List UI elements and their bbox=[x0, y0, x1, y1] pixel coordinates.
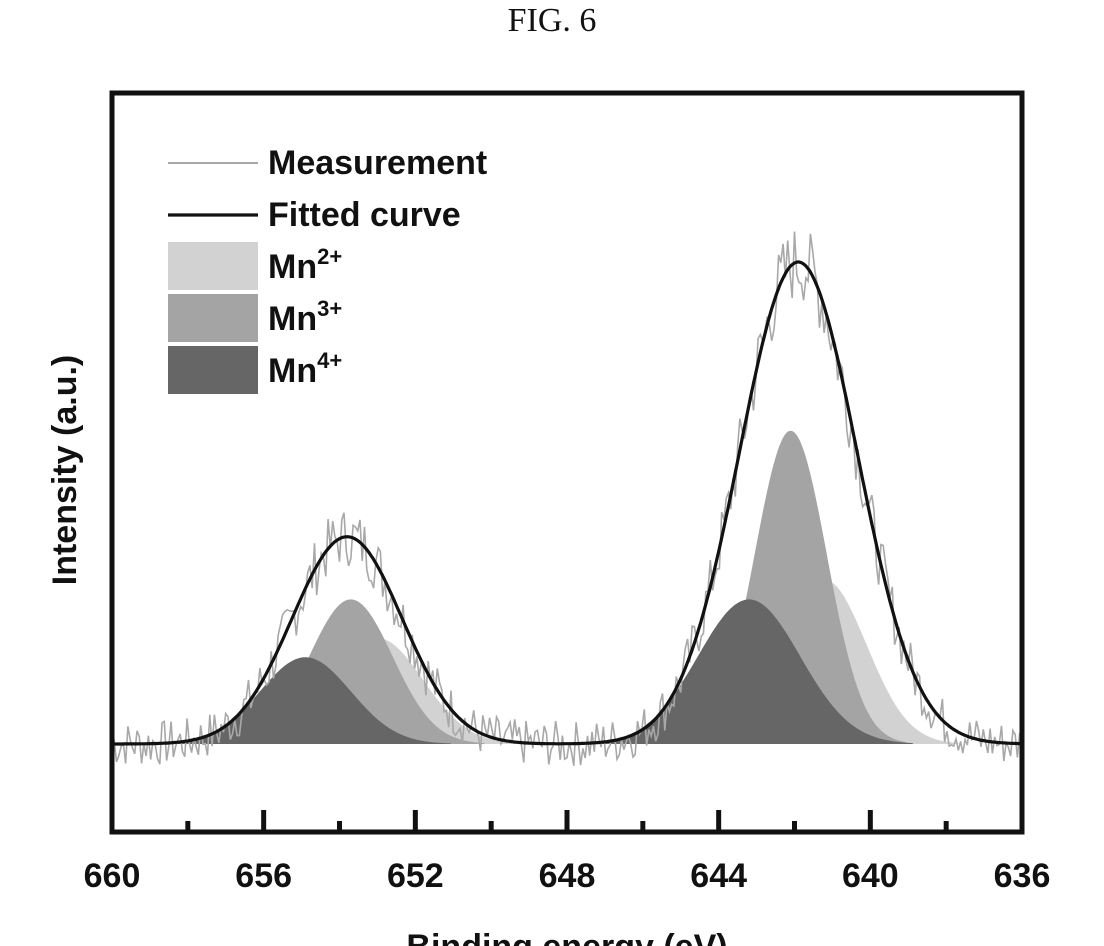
fitted-curve-series bbox=[112, 260, 1023, 746]
x-tick-label: 648 bbox=[539, 857, 596, 895]
figure-label: FIG. 6 bbox=[507, 2, 597, 39]
legend-label-mn4: Mn4+ bbox=[268, 348, 342, 390]
legend-label-mn2: Mn2+ bbox=[268, 244, 342, 286]
fitted-curve-layer bbox=[112, 260, 1023, 746]
x-tick-label: 644 bbox=[690, 857, 747, 895]
legend-label-mn3: Mn3+ bbox=[268, 296, 342, 338]
legend: Measurement Fitted curve Mn2+ Mn3+ Mn4+ bbox=[168, 144, 487, 394]
x-tick-labels: 660 656 652 648 644 640 636 bbox=[84, 857, 1051, 895]
x-ticks bbox=[109, 810, 1025, 832]
legend-swatch-mn3 bbox=[168, 294, 258, 342]
legend-swatch-mn2 bbox=[168, 242, 258, 290]
legend-swatch-mn4 bbox=[168, 346, 258, 394]
x-tick-label: 652 bbox=[387, 857, 444, 895]
legend-label-fitted: Fitted curve bbox=[268, 196, 461, 234]
x-axis-title: Binding energy (eV) bbox=[406, 928, 727, 946]
x-tick-label: 656 bbox=[235, 857, 292, 895]
y-axis-title: Intensity (a.u.) bbox=[46, 355, 84, 585]
legend-label-measurement: Measurement bbox=[268, 144, 487, 182]
x-tick-label: 636 bbox=[994, 857, 1051, 895]
component-fills bbox=[159, 430, 959, 744]
x-tick-label: 660 bbox=[84, 857, 141, 895]
x-tick-label: 640 bbox=[842, 857, 899, 895]
